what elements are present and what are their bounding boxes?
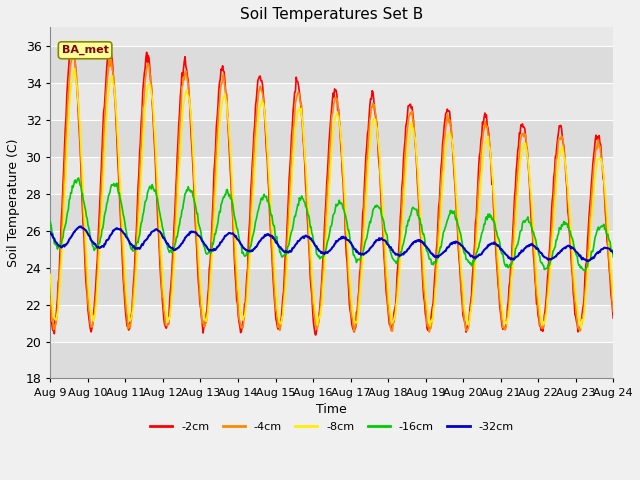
Bar <box>51 267 613 304</box>
Bar <box>51 193 613 230</box>
Legend: -2cm, -4cm, -8cm, -16cm, -32cm: -2cm, -4cm, -8cm, -16cm, -32cm <box>146 417 518 436</box>
Bar <box>51 46 613 83</box>
Y-axis label: Soil Temperature (C): Soil Temperature (C) <box>7 139 20 267</box>
X-axis label: Time: Time <box>316 403 347 416</box>
Title: Soil Temperatures Set B: Soil Temperatures Set B <box>240 7 424 22</box>
Text: BA_met: BA_met <box>61 45 109 55</box>
Bar <box>51 120 613 156</box>
Bar <box>51 341 613 379</box>
